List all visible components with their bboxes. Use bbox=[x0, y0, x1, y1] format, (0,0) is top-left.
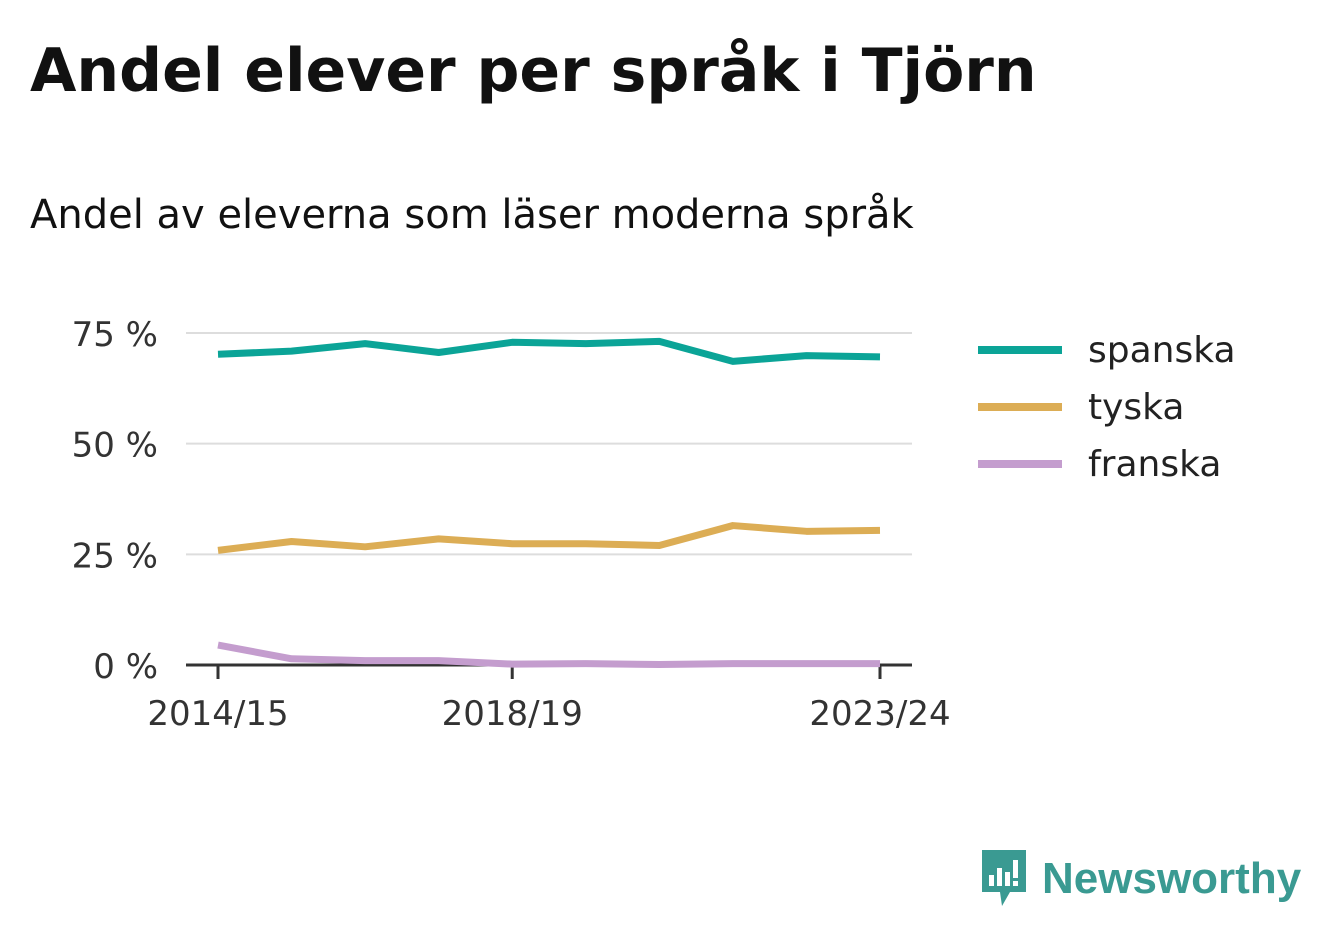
legend-label-franska: franska bbox=[1088, 444, 1221, 485]
y-tick-label: 25 % bbox=[72, 536, 158, 576]
chart-title: Andel elever per språk i Tjörn bbox=[30, 36, 1037, 106]
x-tick-label: 2023/24 bbox=[809, 694, 950, 734]
series-line-spanska bbox=[217, 337, 881, 365]
legend-label-tyska: tyska bbox=[1088, 387, 1184, 428]
x-tick-label: 2018/19 bbox=[442, 694, 583, 734]
y-tick-label: 50 % bbox=[72, 426, 158, 466]
series-line-franska bbox=[217, 641, 880, 669]
legend-label-spanska: spanska bbox=[1088, 330, 1236, 371]
brand-name: Newsworthy bbox=[1042, 854, 1302, 903]
chart-subtitle: Andel av eleverna som läser moderna språ… bbox=[30, 192, 914, 238]
y-tick-label: 75 % bbox=[72, 315, 158, 355]
y-tick-label: 0 % bbox=[93, 647, 158, 687]
newsworthy-brand: Newsworthy bbox=[980, 848, 1301, 910]
x-tick-label: 2014/15 bbox=[147, 694, 288, 734]
series-line-tyska bbox=[217, 522, 881, 554]
newsworthy-logo-icon bbox=[982, 850, 1026, 906]
